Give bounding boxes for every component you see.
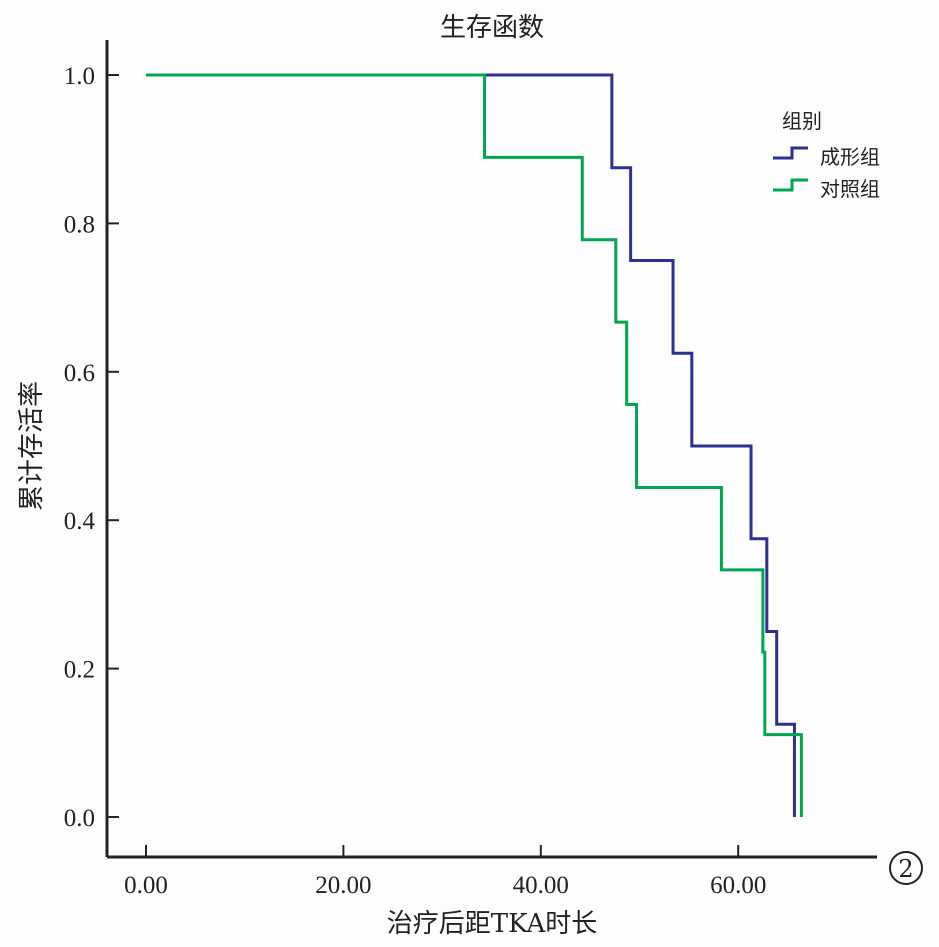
x-tick-label: 0.00 xyxy=(124,872,168,899)
y-tick-label: 0.6 xyxy=(64,360,95,387)
y-tick-label: 0.0 xyxy=(64,805,95,832)
series-group xyxy=(146,73,803,817)
legend-swatch xyxy=(773,146,808,160)
x-tick-label: 40.00 xyxy=(513,872,569,899)
survival-curve-2 xyxy=(146,73,803,817)
x-tick-label: 60.00 xyxy=(710,872,766,899)
axes: 0.00 20.00 40.00 60.00 0.0 0.2 0.4 0.6 0.8 1.0 xyxy=(64,40,877,899)
y-tick-label: 0.2 xyxy=(64,657,95,684)
chart-title: 生存函数 xyxy=(440,13,544,43)
x-tick-label: 20.00 xyxy=(315,872,371,899)
panel-label-circle xyxy=(889,851,923,885)
y-tick-label: 0.8 xyxy=(64,211,95,238)
survival-curve-1 xyxy=(146,73,796,817)
legend-swatch xyxy=(773,178,808,192)
y-axis-title: 累计存活率 xyxy=(17,381,47,511)
legend-label: 对照组 xyxy=(820,177,880,201)
panel-label: 2 xyxy=(889,851,923,885)
y-tick-label: 1.0 xyxy=(64,63,95,90)
legend-title: 组别 xyxy=(782,109,822,133)
legend-label: 成形组 xyxy=(820,145,880,169)
panel-label-text: 2 xyxy=(898,855,913,883)
x-axis-title: 治疗后距TKA时长 xyxy=(387,909,598,939)
y-tick-label: 0.4 xyxy=(64,508,96,535)
